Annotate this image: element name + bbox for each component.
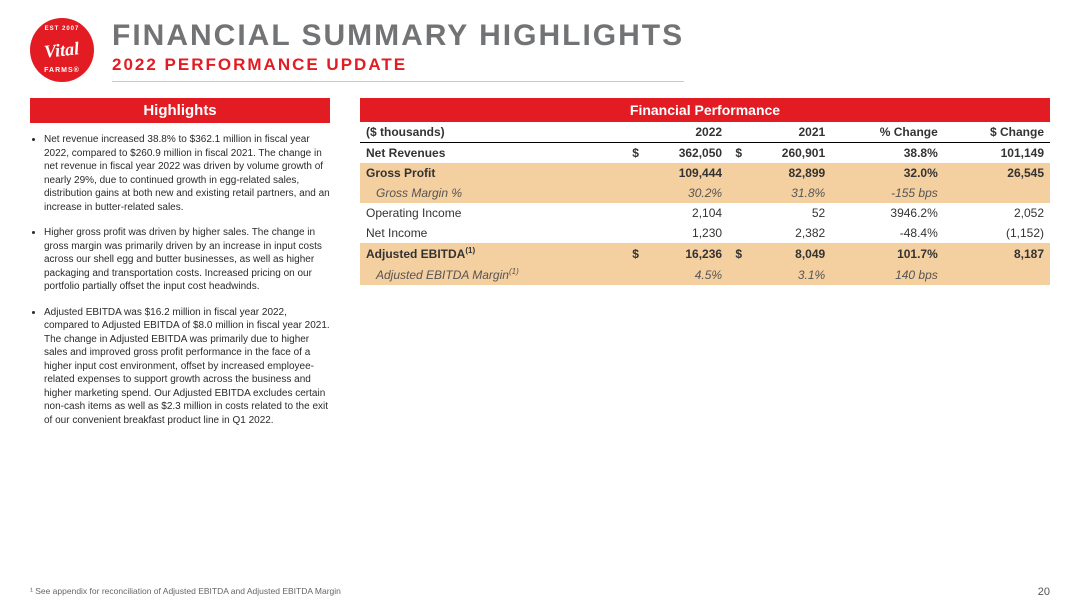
row-label: Net Income (360, 223, 625, 243)
row-cell: 3.1% (742, 264, 831, 285)
row-label: Gross Profit (360, 163, 625, 183)
row-cell: 109,444 (639, 163, 728, 183)
table-row: Net Revenues$362,050$260,90138.8%101,149 (360, 143, 1050, 164)
col-dsym (728, 122, 742, 143)
table-row: Operating Income 2,104 523946.2%2,052 (360, 203, 1050, 223)
col-pct: % Change (831, 122, 944, 143)
row-label: Gross Margin % (360, 183, 625, 203)
page-subtitle: 2022 PERFORMANCE UPDATE (112, 55, 684, 75)
row-cell: 52 (742, 203, 831, 223)
highlight-item: Adjusted EBITDA was $16.2 million in fis… (44, 306, 330, 428)
row-cell: 3946.2% (831, 203, 944, 223)
row-cell: 32.0% (831, 163, 944, 183)
col-2021: 2021 (742, 122, 831, 143)
row-cell: -48.4% (831, 223, 944, 243)
row-cell: (1,152) (944, 223, 1050, 243)
highlights-list: Net revenue increased 38.8% to $362.1 mi… (30, 133, 330, 427)
row-cell: 2,382 (742, 223, 831, 243)
row-cell: 30.2% (639, 183, 728, 203)
row-cell (625, 183, 639, 203)
title-block: FINANCIAL SUMMARY HIGHLIGHTS 2022 PERFOR… (112, 19, 684, 82)
row-cell: $ (728, 243, 742, 264)
table-row: Gross Margin % 30.2% 31.8%-155 bps (360, 183, 1050, 203)
row-cell: $ (625, 143, 639, 164)
row-cell: 2,104 (639, 203, 728, 223)
page-title: FINANCIAL SUMMARY HIGHLIGHTS (112, 19, 684, 53)
page-number: 20 (1038, 586, 1050, 598)
col-dsym (625, 122, 639, 143)
row-cell: 26,545 (944, 163, 1050, 183)
table-row: Net Income 1,230 2,382-48.4%(1,152) (360, 223, 1050, 243)
row-cell: 38.8% (831, 143, 944, 164)
row-cell: 31.8% (742, 183, 831, 203)
footnote: ¹ See appendix for reconciliation of Adj… (30, 586, 341, 596)
row-cell: 101,149 (944, 143, 1050, 164)
row-cell (944, 183, 1050, 203)
row-cell: $ (728, 143, 742, 164)
row-cell: 260,901 (742, 143, 831, 164)
row-cell (944, 264, 1050, 285)
row-cell: 82,899 (742, 163, 831, 183)
row-cell: $ (625, 243, 639, 264)
header: EST 2007 Vital FARMS® FINANCIAL SUMMARY … (30, 18, 1050, 82)
row-cell (728, 183, 742, 203)
row-cell: 16,236 (639, 243, 728, 264)
row-cell (625, 264, 639, 285)
logo-farms: FARMS® (44, 67, 80, 74)
financial-panel: Financial Performance ($ thousands) 2022… (360, 98, 1050, 439)
logo-est: EST 2007 (45, 26, 80, 32)
highlights-panel: Highlights Net revenue increased 38.8% t… (30, 98, 330, 439)
col-2022: 2022 (639, 122, 728, 143)
logo-brand: Vital (44, 40, 81, 60)
brand-logo: EST 2007 Vital FARMS® (30, 18, 94, 82)
table-row: Adjusted EBITDA(1)$16,236$8,049101.7%8,1… (360, 243, 1050, 264)
content-row: Highlights Net revenue increased 38.8% t… (30, 98, 1050, 439)
row-cell (625, 223, 639, 243)
row-label: Adjusted EBITDA Margin(1) (360, 264, 625, 285)
row-cell (728, 203, 742, 223)
table-wrap: Financial Performance ($ thousands) 2022… (360, 98, 1050, 285)
highlights-header: Highlights (30, 98, 330, 123)
row-cell (728, 223, 742, 243)
slide-page: EST 2007 Vital FARMS® FINANCIAL SUMMARY … (0, 0, 1080, 612)
row-cell: 1,230 (639, 223, 728, 243)
row-cell: 140 bps (831, 264, 944, 285)
row-cell: 8,187 (944, 243, 1050, 264)
financial-header: Financial Performance (360, 98, 1050, 122)
row-cell: 2,052 (944, 203, 1050, 223)
table-header-row: ($ thousands) 2022 2021 % Change $ Chang… (360, 122, 1050, 143)
financial-table: ($ thousands) 2022 2021 % Change $ Chang… (360, 122, 1050, 285)
row-cell (728, 264, 742, 285)
row-cell: 8,049 (742, 243, 831, 264)
row-cell (728, 163, 742, 183)
col-label: ($ thousands) (360, 122, 625, 143)
row-cell (625, 203, 639, 223)
row-cell: 101.7% (831, 243, 944, 264)
row-cell: 4.5% (639, 264, 728, 285)
row-cell: -155 bps (831, 183, 944, 203)
highlight-item: Higher gross profit was driven by higher… (44, 226, 330, 294)
row-label: Operating Income (360, 203, 625, 223)
row-cell (625, 163, 639, 183)
title-rule (112, 81, 684, 82)
table-row: Adjusted EBITDA Margin(1) 4.5% 3.1%140 bps (360, 264, 1050, 285)
highlight-item: Net revenue increased 38.8% to $362.1 mi… (44, 133, 330, 214)
table-row: Gross Profit 109,444 82,89932.0%26,545 (360, 163, 1050, 183)
col-dchg: $ Change (944, 122, 1050, 143)
row-cell: 362,050 (639, 143, 728, 164)
row-label: Adjusted EBITDA(1) (360, 243, 625, 264)
row-label: Net Revenues (360, 143, 625, 164)
